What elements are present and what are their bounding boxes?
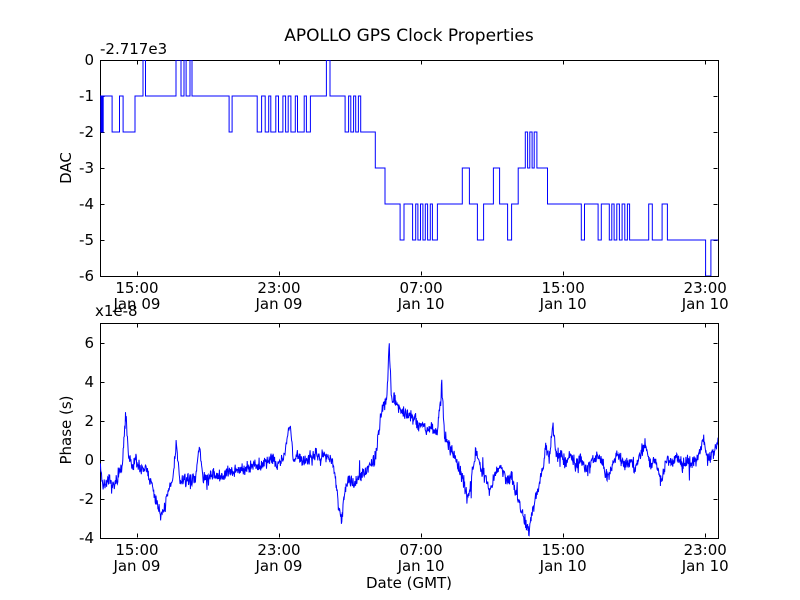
y-tick-label: 2 (84, 411, 94, 430)
x-tick-date-label: Jan 10 (539, 557, 587, 575)
x-tick-date-label: Jan 10 (397, 557, 445, 575)
x-tick-date-label: Jan 09 (255, 295, 303, 313)
x-tick-time-label: 23:00 (257, 279, 301, 297)
x-tick-time-label: 07:00 (399, 279, 443, 297)
chart-title: APOLLO GPS Clock Properties (284, 26, 534, 46)
x-tick-time-label: 15:00 (541, 541, 585, 559)
x-tick-date-label: Jan 10 (681, 295, 729, 313)
x-tick-date-label: Jan 10 (539, 295, 587, 313)
x-tick-time-label: 23:00 (683, 541, 727, 559)
y-tick-label: -1 (79, 87, 94, 105)
y-tick-label: -5 (79, 231, 94, 249)
phase-data-line (100, 343, 718, 537)
x-axis-label: Date (GMT) (365, 574, 453, 592)
x-tick-time-label: 15:00 (115, 279, 159, 297)
x-tick-date-label: Jan 09 (113, 295, 161, 313)
x-tick-time-label: 15:00 (541, 279, 585, 297)
x-tick-date-label: Jan 10 (397, 295, 445, 313)
y-tick-label: -4 (79, 529, 94, 547)
x-tick-date-label: Jan 09 (255, 557, 303, 575)
y-tick-label: -4 (79, 195, 94, 213)
x-tick-time-label: 15:00 (115, 541, 159, 559)
dac-axis-offset-label: -2.717e3 (100, 40, 168, 58)
phase-multiplier-label: x1e-8 (95, 302, 138, 320)
dac-data-line (100, 60, 718, 276)
y-tick-label: -3 (79, 159, 94, 177)
y-tick-label: -2 (79, 123, 94, 141)
y-tick-label: 4 (84, 372, 94, 391)
y-tick-label: 6 (84, 333, 94, 352)
x-tick-time-label: 23:00 (257, 541, 301, 559)
y-tick-label: -2 (79, 489, 94, 508)
x-tick-date-label: Jan 09 (113, 557, 161, 575)
y-tick-label: 0 (84, 450, 94, 469)
x-tick-time-label: 23:00 (683, 279, 727, 297)
x-tick-date-label: Jan 10 (681, 557, 729, 575)
y-tick-label: 0 (84, 51, 94, 69)
x-tick-time-label: 07:00 (399, 541, 443, 559)
y-tick-label: -6 (79, 267, 94, 285)
